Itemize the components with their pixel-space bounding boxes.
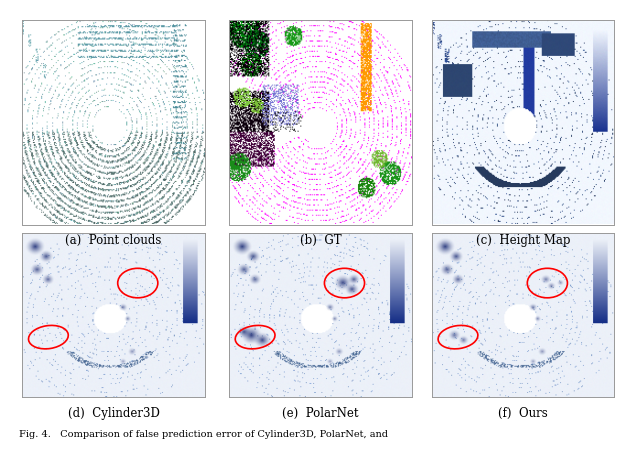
Text: (c)  Height Map: (c) Height Map [476, 234, 570, 247]
Text: (a)  Point clouds: (a) Point clouds [65, 234, 162, 247]
Text: (d)  Cylinder3D: (d) Cylinder3D [68, 407, 159, 420]
Text: (f)  Ours: (f) Ours [499, 407, 548, 420]
Text: (b)  GT: (b) GT [300, 234, 341, 247]
Text: (e)  PolarNet: (e) PolarNet [282, 407, 358, 420]
Text: Fig. 4.   Comparison of false prediction error of Cylinder3D, PolarNet, and: Fig. 4. Comparison of false prediction e… [19, 430, 388, 439]
